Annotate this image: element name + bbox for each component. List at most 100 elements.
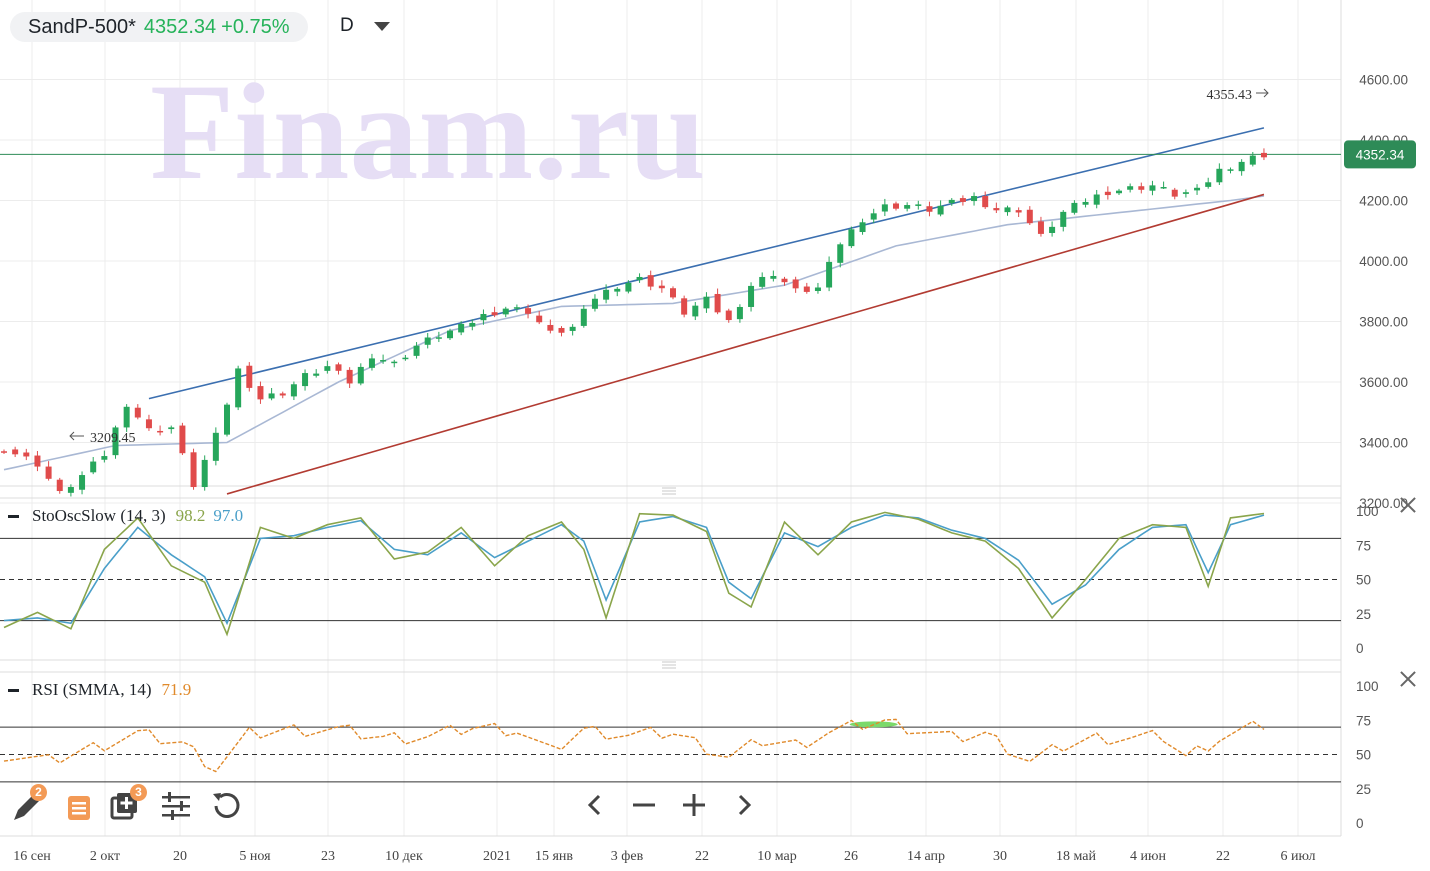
candle-body: [1127, 186, 1134, 190]
candle-body: [1238, 161, 1245, 172]
candle-body: [971, 196, 978, 202]
collapse-icon[interactable]: [8, 688, 19, 692]
moving-average-path: [3, 195, 1265, 471]
candle-body: [1194, 187, 1201, 191]
draw-badge: 2: [30, 784, 47, 801]
stochastic-title: StoOscSlow (14, 3) 98.2 97.0: [8, 506, 243, 526]
rsi-tick-label: 0: [1356, 816, 1364, 831]
timeframe-selector[interactable]: D: [340, 15, 354, 36]
close-icon[interactable]: [1398, 495, 1418, 515]
time-tick-label: 23: [321, 849, 335, 864]
price-tick-label: 4200.00: [1359, 194, 1408, 209]
candle-body: [368, 358, 375, 368]
list-button[interactable]: [62, 788, 98, 824]
pencil-icon: [14, 794, 40, 820]
candle-body: [647, 275, 654, 287]
candle-body: [101, 456, 108, 460]
zoom-out-button[interactable]: [629, 790, 659, 820]
close-icon[interactable]: [1398, 669, 1418, 689]
high-marker: 4355.43: [1207, 88, 1253, 103]
time-axis: 16 сен 2 окт 20 5 ноя 23 10 дек 2021 15 янв 3 фе…: [13, 849, 1315, 864]
last-price: 4352.34: [143, 15, 217, 38]
time-tick-label: 6 июл: [1280, 849, 1315, 864]
chevron-down-icon[interactable]: [374, 22, 390, 31]
candle-body: [357, 366, 364, 384]
candle-body: [725, 310, 732, 321]
candle-body: [480, 313, 487, 321]
rsi-name: RSI (SMMA, 14): [32, 680, 152, 699]
candle-body: [904, 205, 911, 209]
scroll-left-button[interactable]: [580, 790, 610, 820]
candle-body: [212, 432, 219, 461]
candle-body: [692, 305, 699, 317]
candle-body: [391, 361, 398, 364]
candle-body: [1160, 187, 1167, 189]
candle-body: [1104, 191, 1111, 196]
time-tick-label: 5 ноя: [239, 849, 271, 864]
collapse-icon[interactable]: [8, 514, 19, 518]
candle-body: [759, 276, 766, 287]
candle-body: [1249, 155, 1256, 165]
minus-icon: [633, 803, 655, 807]
candle-body: [335, 364, 342, 371]
time-tick-label: 18 май: [1056, 849, 1096, 864]
candle-body: [1071, 202, 1078, 213]
stochastic-name: StoOscSlow (14, 3): [32, 506, 166, 525]
candle-body: [413, 345, 420, 356]
candle-body: [893, 203, 899, 209]
undo-icon: [213, 793, 240, 818]
candle-body: [625, 282, 632, 292]
candle-body: [1082, 201, 1089, 205]
zoom-in-button[interactable]: [679, 790, 709, 820]
time-tick-label: 15 янв: [535, 849, 573, 864]
pane-separators: [0, 0, 1342, 837]
draw-tool-button[interactable]: 2: [10, 784, 47, 824]
reset-button[interactable]: [208, 788, 244, 824]
candle-body: [636, 276, 643, 281]
candle-body: [502, 308, 509, 315]
add-layer-button[interactable]: 3: [108, 784, 147, 824]
time-tick-label: 20: [173, 849, 187, 864]
candle-body: [770, 276, 777, 279]
candle-body: [814, 287, 821, 292]
candle-body: [313, 373, 320, 376]
candle-body: [736, 306, 743, 320]
list-icon: [68, 796, 90, 820]
candle-body: [1216, 168, 1223, 183]
candle-body: [224, 404, 230, 435]
stochastic-tick-label: 100: [1356, 504, 1379, 519]
candle-body: [848, 229, 855, 247]
time-tick-label: 22: [695, 849, 709, 864]
price-tick-label: 3400.00: [1359, 436, 1408, 451]
candle-body: [1182, 192, 1189, 194]
candle-body: [792, 279, 799, 289]
candle-body: [1015, 210, 1022, 213]
candle-body: [190, 452, 197, 488]
candle-body: [1227, 169, 1234, 171]
last-price-label: 4352.34: [1356, 147, 1405, 162]
candle-body: [235, 368, 242, 408]
candle-body: [982, 196, 989, 208]
time-tick-label: 10 дек: [385, 849, 423, 864]
settings-button[interactable]: [158, 788, 194, 824]
stochastic-d-value: 97.0: [213, 506, 244, 525]
symbol-header[interactable]: SandP-500* 4352.34 +0.75%: [10, 12, 308, 42]
candle-body: [23, 452, 30, 457]
scroll-right-button[interactable]: [729, 790, 759, 820]
candle-body: [513, 307, 520, 309]
candle-body: [558, 327, 565, 333]
price-tick-label: 3200.00: [1359, 496, 1408, 511]
time-tick-label: 26: [844, 849, 858, 864]
candle-body: [246, 365, 253, 388]
candle-body: [547, 324, 554, 331]
candle-body: [1049, 226, 1056, 233]
time-tick-label: 10 мар: [757, 849, 796, 864]
price-axis: 4600.004400.004200.004000.003800.003600.…: [1344, 73, 1416, 511]
time-tick-label: 22: [1216, 849, 1230, 864]
candle-body: [34, 455, 41, 467]
rsi-pane: 100 75 50 25 0: [0, 679, 1379, 831]
candle-body: [268, 393, 275, 399]
arrow-left-icon: [69, 431, 84, 441]
time-tick-label: 2021: [483, 849, 511, 864]
